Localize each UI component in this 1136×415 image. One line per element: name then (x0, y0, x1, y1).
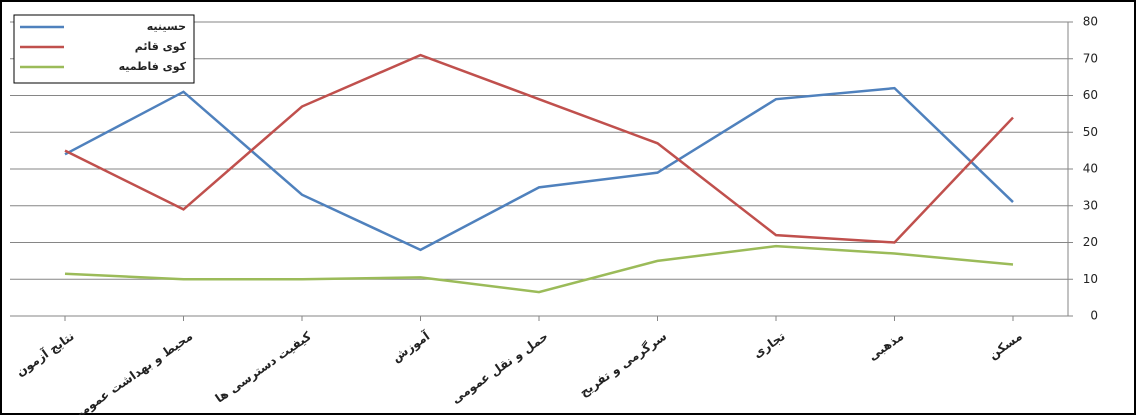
y-tick-label: 70 (1083, 51, 1098, 65)
legend-label: کوی قائم (135, 40, 187, 53)
y-tick-label: 50 (1083, 125, 1098, 139)
y-tick-label: 0 (1090, 309, 1098, 323)
y-tick-label: 30 (1083, 198, 1098, 212)
y-tick-label: 40 (1083, 162, 1098, 176)
series-line (64, 53, 1014, 244)
series-line (64, 244, 1014, 294)
y-tick-label: 20 (1083, 235, 1098, 249)
legend-label: کوی فاطمیه (119, 60, 187, 73)
series-line (64, 86, 1014, 252)
y-tick-label: 80 (1083, 15, 1098, 29)
y-tick-label: 60 (1083, 88, 1098, 102)
y-tick-label: 10 (1083, 272, 1098, 286)
legend-label: حسینیه (147, 20, 186, 33)
